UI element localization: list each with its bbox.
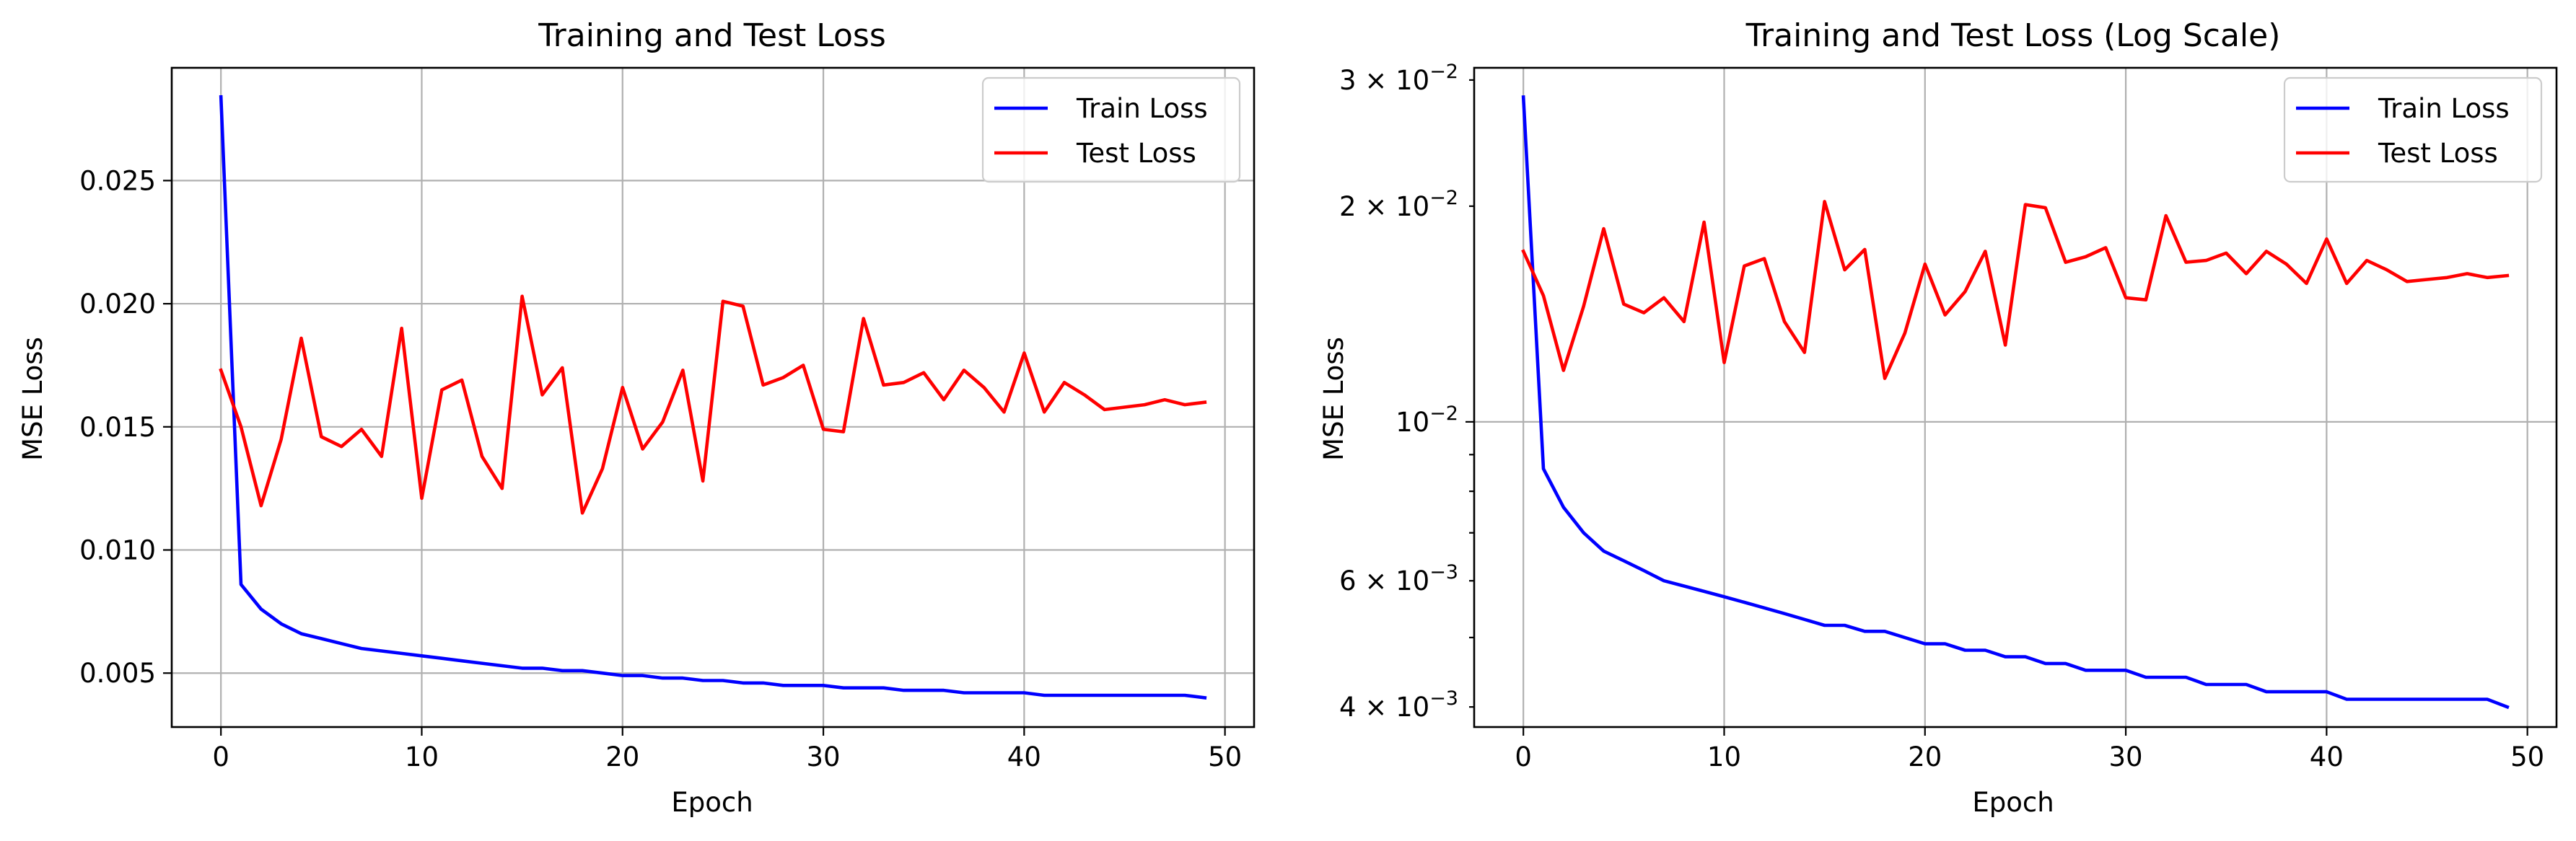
legend-box — [981, 76, 1241, 183]
legend: Train Loss Test Loss — [981, 76, 1241, 183]
y-axis-label: MSE Loss — [17, 337, 48, 461]
y-tick-label: 3 × 10−2 — [1339, 61, 1458, 96]
x-tick-label: 10 — [1707, 741, 1741, 772]
legend-box — [2283, 76, 2543, 183]
chart-title: Training and Test Loss (Log Scale) — [1745, 17, 2281, 54]
y-tick-label: 10−2 — [1396, 402, 1458, 438]
chart-training-test-loss: Training and Test Loss Epoch MSE Loss 0 1… — [17, 17, 1256, 818]
x-tick-label: 50 — [1208, 741, 1242, 772]
y-tick-label: 6 × 10−3 — [1339, 561, 1458, 596]
plot-frame — [1473, 66, 2558, 728]
y-axis-label: MSE Loss — [1318, 337, 1349, 461]
series-line-train-loss — [1521, 95, 2510, 710]
series-line-test-loss — [1521, 200, 2510, 380]
x-tick-label: 40 — [1007, 741, 1041, 772]
series-lines — [219, 94, 1207, 700]
y-tick-label: 4 × 10−3 — [1339, 687, 1458, 723]
x-tick-label: 30 — [807, 741, 841, 772]
x-tick-label: 20 — [1908, 741, 1942, 772]
series-line-test-loss — [219, 294, 1207, 515]
x-tick-label: 0 — [212, 741, 229, 772]
y-tick-label: 0.005 — [79, 658, 156, 689]
x-tick-label: 40 — [2310, 741, 2344, 772]
x-tick-label: 50 — [2510, 741, 2544, 772]
y-tick-label: 0.010 — [79, 535, 156, 566]
y-tick-label: 0.025 — [79, 165, 156, 196]
legend-label-test-loss: Test Loss — [1076, 138, 1196, 169]
series-lines — [1521, 95, 2510, 710]
x-tick-label: 10 — [405, 741, 439, 772]
legend-label-train-loss: Train Loss — [2378, 93, 2510, 124]
x-tick-label: 30 — [2109, 741, 2143, 772]
x-axis-label: Epoch — [671, 787, 753, 818]
y-tick-label: 0.015 — [79, 412, 156, 443]
legend-label-test-loss: Test Loss — [2378, 138, 2498, 169]
chart-title: Training and Test Loss — [538, 17, 886, 54]
legend-label-train-loss: Train Loss — [1076, 93, 1208, 124]
x-axis-label: Epoch — [1972, 787, 2054, 818]
legend: Train Loss Test Loss — [2283, 76, 2543, 183]
y-tick-label: 0.020 — [79, 289, 156, 320]
x-tick-label: 20 — [605, 741, 639, 772]
axis-ticks: 0 10 20 30 40 50 0.005 0.010 0.015 0.020 0.025 — [79, 165, 1242, 772]
x-tick-label: 0 — [1515, 741, 1532, 772]
chart-training-test-loss-log: Training and Test Loss (Log Scale) Epoch… — [1318, 17, 2558, 818]
y-tick-label: 2 × 10−2 — [1339, 187, 1458, 222]
plot-frame — [170, 66, 1256, 728]
series-line-train-loss — [219, 94, 1207, 700]
